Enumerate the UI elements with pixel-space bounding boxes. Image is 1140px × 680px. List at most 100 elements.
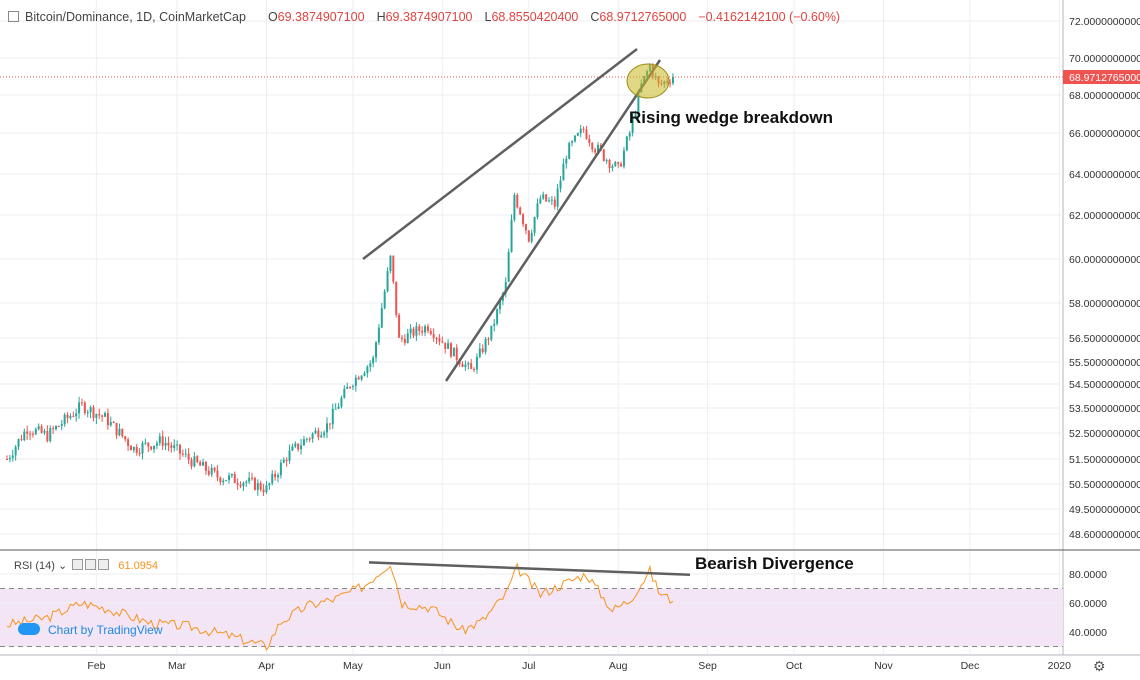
candle-body xyxy=(219,477,222,483)
candle-body xyxy=(608,159,611,169)
divergence-trendline xyxy=(368,561,691,576)
candle-body xyxy=(132,446,135,451)
candle-body xyxy=(66,414,69,419)
candle-body xyxy=(357,377,360,380)
cloud-icon xyxy=(18,623,40,635)
close-icon[interactable] xyxy=(98,559,110,570)
gear-icon[interactable]: ⚙ xyxy=(1093,658,1106,674)
high-label: H xyxy=(376,10,386,24)
candle-body xyxy=(109,421,112,426)
candle-body xyxy=(323,432,326,436)
candle-body xyxy=(141,443,144,454)
last-price-tag xyxy=(1063,70,1140,85)
divergence-annotation: Bearish Divergence xyxy=(695,554,854,573)
candle-body xyxy=(418,326,421,331)
time-tick-label: Apr xyxy=(258,660,275,672)
candle-body xyxy=(271,473,274,484)
wedge-upper-trendline xyxy=(362,48,638,260)
candle-body xyxy=(513,194,516,220)
candle-body xyxy=(268,483,271,486)
candle-body xyxy=(43,431,46,433)
candle-body xyxy=(279,462,282,476)
candle-body xyxy=(444,342,447,349)
candle-body xyxy=(585,129,588,139)
price-tick-label: 49.5000000000 xyxy=(1069,504,1140,516)
tradingview-branding[interactable]: Chart by TradingView xyxy=(18,623,163,637)
price-tick-label: 50.5000000000 xyxy=(1069,479,1140,491)
candle-body xyxy=(559,180,562,189)
candle-body xyxy=(167,442,170,446)
price-tick-label: 72.0000000000 xyxy=(1069,16,1140,28)
time-tick-label: Aug xyxy=(609,660,628,672)
candle-body xyxy=(29,433,32,435)
price-tick-label: 58.0000000000 xyxy=(1069,298,1140,310)
candle-body xyxy=(181,453,184,455)
candle-body xyxy=(83,402,86,414)
price-tick-label: 55.5000000000 xyxy=(1069,357,1140,369)
candle-body xyxy=(251,477,254,479)
time-tick-label: Sep xyxy=(698,660,717,672)
candle-body xyxy=(8,457,11,460)
settings-icon[interactable] xyxy=(85,559,97,570)
candle-body xyxy=(127,439,130,446)
candle-body xyxy=(196,456,199,463)
candle-body xyxy=(545,194,548,202)
candle-body xyxy=(75,413,78,417)
open-value: 69.3874907100 xyxy=(277,10,365,24)
candle-body xyxy=(23,431,26,441)
candle-body xyxy=(256,482,259,490)
candle-body xyxy=(57,426,60,428)
candle-body xyxy=(637,92,640,115)
candle-body xyxy=(349,386,352,388)
candle-body xyxy=(441,341,444,343)
candle-body xyxy=(625,136,628,151)
price-tick-label: 66.0000000000 xyxy=(1069,128,1140,140)
time-tick-label: Mar xyxy=(168,660,187,672)
candle-body xyxy=(193,456,196,467)
candle-body xyxy=(253,478,256,490)
candle-body xyxy=(576,133,579,136)
candle-body xyxy=(210,467,213,475)
candle-body xyxy=(34,429,37,435)
candle-body xyxy=(542,194,545,199)
candle-body xyxy=(326,423,329,433)
candle-body xyxy=(86,412,89,414)
candle-body xyxy=(314,430,317,434)
breakdown-highlight-circle xyxy=(626,63,670,99)
candle-body xyxy=(178,444,181,454)
chevron-down-icon[interactable]: ⌄ xyxy=(58,560,68,572)
candle-body xyxy=(568,142,571,159)
high-value: 69.3874907100 xyxy=(385,10,473,24)
candle-body xyxy=(582,128,585,130)
candle-body xyxy=(614,162,617,167)
collapse-icon[interactable] xyxy=(8,11,19,22)
candle-body xyxy=(487,338,490,340)
candle-body xyxy=(230,473,233,476)
candle-body xyxy=(213,467,216,471)
candle-body xyxy=(360,375,363,380)
candle-body xyxy=(611,166,614,169)
candle-body xyxy=(412,328,415,336)
candle-body xyxy=(184,453,187,455)
rsi-tick-label: 80.0000 xyxy=(1069,569,1107,581)
candle-body xyxy=(620,163,623,167)
candle-body xyxy=(522,214,525,225)
candle-body xyxy=(369,363,372,367)
candle-body xyxy=(548,200,551,202)
candle-body xyxy=(403,338,406,343)
candle-body xyxy=(507,251,510,282)
candle-body xyxy=(380,308,383,328)
wedge-lower-trendline xyxy=(444,59,662,382)
time-tick-label: Nov xyxy=(874,660,893,672)
candle-body xyxy=(124,436,127,440)
eye-icon[interactable] xyxy=(72,559,84,570)
candle-body xyxy=(340,397,343,407)
rsi-legend: RSI (14) ⌄ 61.0954 xyxy=(14,559,158,572)
candle-body xyxy=(470,363,473,369)
candle-body xyxy=(153,445,156,450)
open-label: O xyxy=(267,10,278,24)
candle-body xyxy=(89,407,92,413)
candle-body xyxy=(622,150,625,167)
